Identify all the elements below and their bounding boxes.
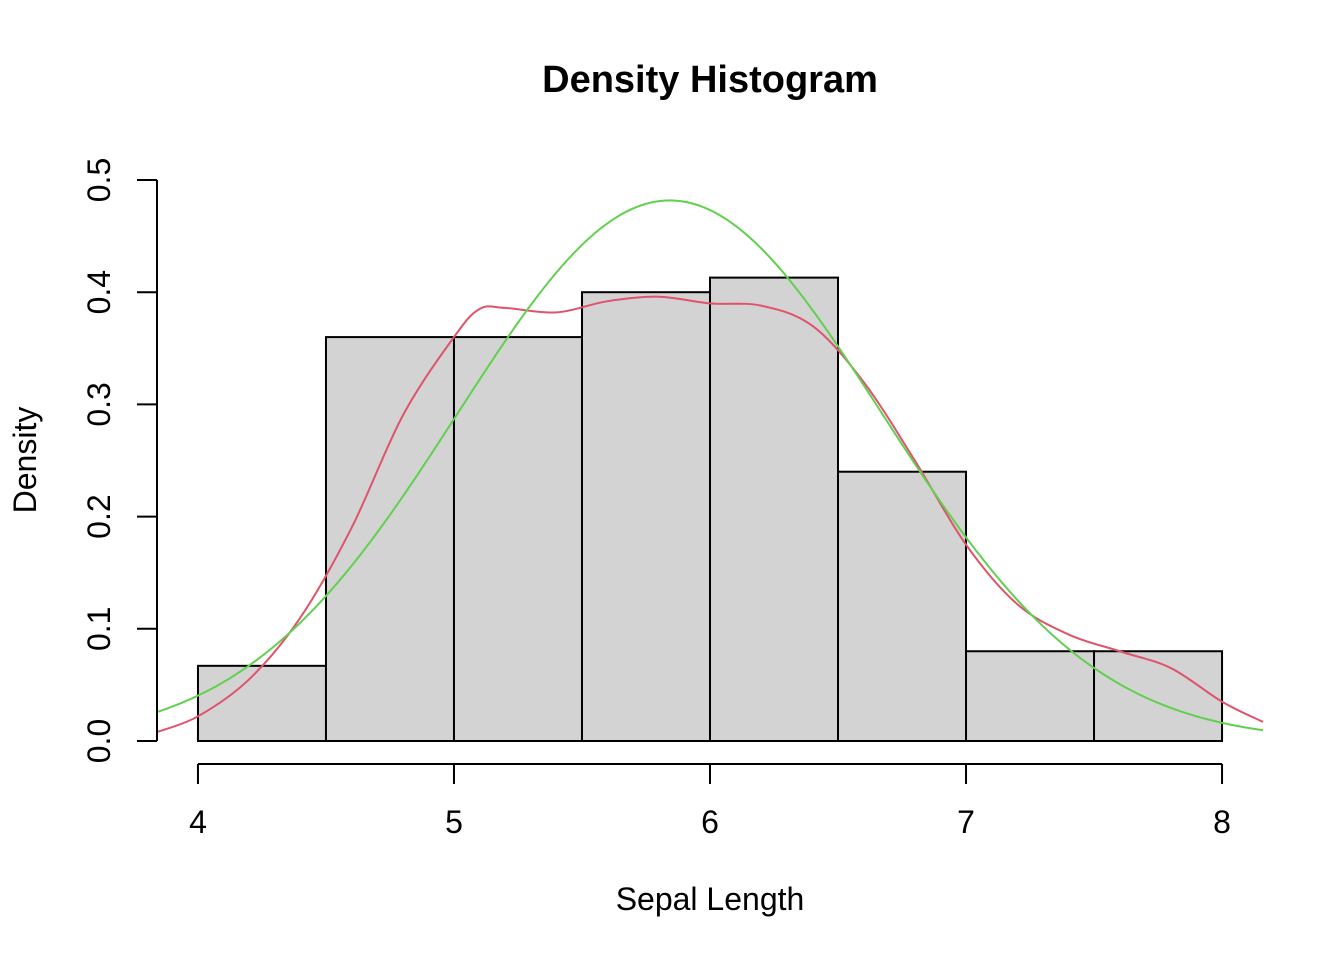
y-tick-label-5: 0.5 bbox=[81, 158, 117, 202]
histogram-bars bbox=[196, 276, 1224, 742]
x-axis: 4 5 6 7 8 bbox=[189, 763, 1231, 840]
histogram-bar-6 bbox=[837, 470, 968, 742]
histogram-bar-3 bbox=[452, 336, 583, 742]
y-tick-label-3: 0.3 bbox=[81, 382, 117, 426]
x-tick-label-4: 8 bbox=[1213, 804, 1231, 840]
x-tick-label-1: 5 bbox=[445, 804, 463, 840]
normal-fit-curve bbox=[156, 199, 1264, 732]
chart-title: Density Histogram bbox=[542, 59, 878, 101]
x-tick-label-0: 4 bbox=[189, 804, 207, 840]
histogram-bar-8 bbox=[1093, 650, 1224, 742]
histogram-bar-5 bbox=[709, 276, 840, 742]
kernel-density-curve bbox=[156, 295, 1264, 733]
y-axis-label: Density bbox=[7, 407, 43, 514]
y-tick-label-2: 0.2 bbox=[81, 494, 117, 538]
density-curves bbox=[156, 199, 1264, 733]
x-tick-label-3: 7 bbox=[957, 804, 975, 840]
y-axis: 0.0 0.1 0.2 0.3 0.4 0.5 bbox=[81, 158, 158, 763]
histogram-bar-4 bbox=[580, 291, 711, 742]
x-axis-label: Sepal Length bbox=[616, 881, 805, 917]
y-tick-label-0: 0.0 bbox=[81, 719, 117, 763]
y-tick-label-1: 0.1 bbox=[81, 607, 117, 651]
histogram-bar-2 bbox=[324, 336, 455, 742]
histogram-bar-7 bbox=[965, 650, 1096, 742]
y-tick-label-4: 0.4 bbox=[81, 270, 117, 314]
x-tick-label-2: 6 bbox=[701, 804, 719, 840]
